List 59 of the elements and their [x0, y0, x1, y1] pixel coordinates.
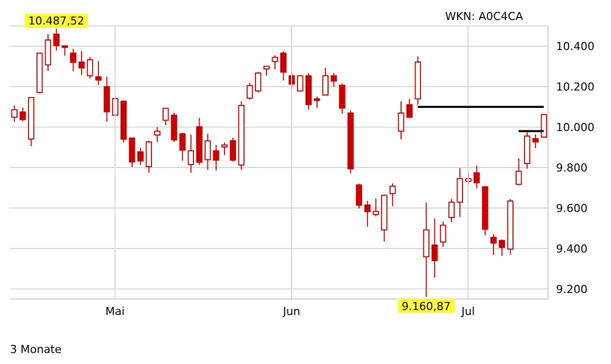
candlestick — [465, 172, 472, 185]
candlestick — [440, 221, 446, 248]
candlestick — [448, 198, 455, 223]
candlestick — [254, 71, 262, 93]
candlestick — [11, 104, 18, 122]
candlestick — [532, 134, 539, 149]
candlestick — [516, 158, 522, 186]
candlestick — [314, 96, 320, 108]
candlestick — [372, 198, 379, 217]
candlestick — [53, 28, 60, 51]
candlestick — [322, 67, 328, 96]
candlestick — [230, 137, 236, 162]
candlestick — [330, 72, 337, 88]
x-tick-label: Mai — [105, 304, 125, 318]
candlestick — [356, 183, 362, 209]
annotation: 10.487,52 — [28, 14, 84, 28]
candlestick — [162, 108, 169, 126]
candlestick — [398, 100, 404, 140]
candlestick — [280, 50, 286, 81]
candlestick — [498, 238, 506, 256]
candlestick — [406, 98, 413, 119]
y-tick-label: 10.400 — [556, 40, 594, 54]
candlestick — [389, 182, 396, 207]
x-tick-label: Jun — [282, 304, 300, 318]
y-tick-label: 10.200 — [556, 80, 594, 94]
y-tick-label: 9.400 — [556, 242, 588, 256]
candlestick — [137, 147, 144, 166]
y-tick-label: 10.000 — [556, 121, 594, 134]
candlestick — [263, 66, 270, 76]
candlestick — [540, 114, 548, 138]
candlestick — [432, 218, 438, 278]
candlestick — [456, 168, 463, 218]
candlestick — [221, 142, 228, 156]
candlestick — [272, 54, 278, 70]
candlestick — [179, 132, 186, 162]
candlestick — [95, 60, 102, 86]
y-tick-label: 9.600 — [556, 202, 588, 215]
candlestick — [154, 126, 160, 142]
annotation: 9.160,87 — [402, 300, 451, 313]
text: 3 Monate — [10, 343, 62, 356]
x-tick-label: Jul — [460, 304, 475, 318]
candlestick — [20, 106, 26, 122]
candlestick — [78, 50, 85, 76]
candlestick — [212, 144, 220, 171]
candlestick — [188, 134, 194, 174]
candlestick — [364, 200, 371, 228]
text: WKN: A0C4CA — [445, 10, 523, 23]
y-tick-label: 9.800 — [556, 161, 588, 174]
candlestick — [128, 138, 136, 168]
candlestick — [62, 45, 68, 56]
candlestick — [474, 165, 480, 189]
candlestick — [490, 234, 497, 256]
candlestick — [246, 82, 253, 100]
candlestick — [70, 48, 76, 72]
candlestick — [86, 56, 94, 79]
y-tick-label: 9.200 — [556, 282, 588, 296]
candlestick — [339, 82, 346, 114]
candlestick — [204, 133, 211, 170]
candlestick — [297, 74, 304, 92]
